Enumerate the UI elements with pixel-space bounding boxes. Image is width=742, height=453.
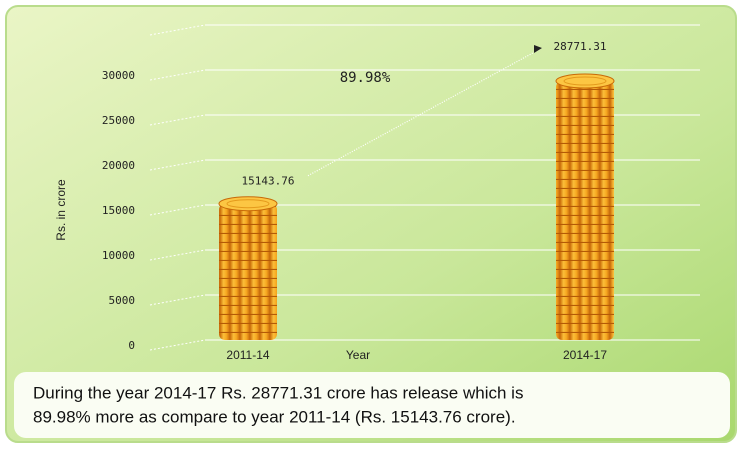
grid-diag xyxy=(149,159,206,171)
coin-stack xyxy=(219,203,277,340)
coin-top-inner xyxy=(563,76,607,86)
x-tick-label: 2011-14 xyxy=(226,348,269,362)
y-tick-label: 30000 xyxy=(102,69,135,82)
grid-diag xyxy=(149,69,206,81)
caption-line: 89.98% more as compare to year 2011-14 (… xyxy=(33,407,516,426)
y-tick-label: 15000 xyxy=(102,204,135,217)
value-label: 15143.76 xyxy=(242,175,295,188)
grid-diag xyxy=(149,249,206,261)
grid-diag xyxy=(149,294,206,306)
y-tick-label: 5000 xyxy=(109,294,136,307)
y-tick-label: 10000 xyxy=(102,249,135,262)
y-axis-label: Rs. in crore xyxy=(54,179,68,241)
y-tick-label: 0 xyxy=(128,339,135,352)
value-label: 28771.31 xyxy=(554,40,607,53)
growth-line xyxy=(307,48,541,177)
grid-diag xyxy=(149,339,206,351)
grid-diag xyxy=(149,114,206,126)
plot-top-diag xyxy=(149,24,206,36)
coin-top-inner xyxy=(226,199,270,209)
growth-arrow xyxy=(534,45,542,54)
growth-annotation: 89.98% xyxy=(340,70,391,86)
caption-box xyxy=(14,372,730,438)
grid-diag xyxy=(149,204,206,216)
coin-top xyxy=(555,73,615,89)
coin-stack xyxy=(556,81,614,340)
y-tick-label: 20000 xyxy=(102,159,135,172)
x-axis-label: Year xyxy=(346,348,370,362)
coin-top xyxy=(218,196,278,212)
y-tick-label: 25000 xyxy=(102,114,135,127)
caption-line: During the year 2014-17 Rs. 28771.31 cro… xyxy=(33,383,523,402)
x-tick-label: 2014-17 xyxy=(563,348,607,362)
